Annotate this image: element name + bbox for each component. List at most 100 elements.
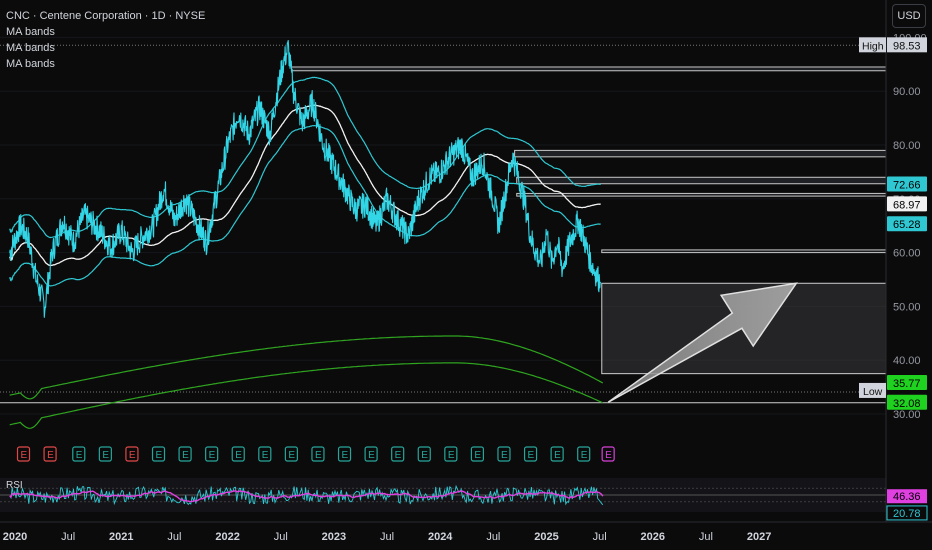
earnings-marker[interactable]: E (16, 446, 31, 462)
earnings-marker-box (523, 446, 538, 462)
earnings-marker[interactable]: E (205, 446, 219, 462)
y-tick-label: 40.00 (893, 355, 921, 367)
long-ma-band-lower-line (9, 362, 604, 429)
chart-title: CNC · Centene Corporation · 1D · NYSE (6, 10, 206, 22)
rsi-label: RSI (6, 480, 23, 491)
price-label-text: 68.97 (893, 199, 921, 211)
x-tick-label: Jul (274, 531, 288, 543)
earnings-marker[interactable]: E (258, 446, 272, 462)
earnings-marker-box (444, 446, 458, 462)
x-tick-label: 2024 (428, 531, 453, 543)
high-value-badge (887, 37, 927, 53)
earnings-marker-label: E (581, 450, 588, 461)
indicator-label-ma-bands-1[interactable]: MA bands (6, 26, 55, 38)
price-series-line[interactable] (9, 39, 602, 318)
earnings-marker[interactable]: E (417, 446, 431, 462)
earnings-marker-box (550, 446, 564, 462)
earnings-marker[interactable]: E (444, 446, 458, 462)
earnings-marker[interactable]: E (151, 446, 166, 462)
x-tick-label: Jul (167, 531, 181, 543)
rsi-value-badge (886, 505, 928, 521)
earnings-marker[interactable]: E (43, 446, 57, 462)
earnings-marker-label: E (76, 450, 83, 461)
earnings-marker-label: E (209, 450, 216, 461)
horizontal-level-box[interactable] (514, 149, 887, 158)
earnings-marker-label: E (501, 450, 508, 461)
horizontal-level-box[interactable] (516, 192, 887, 197)
earnings-marker-box (125, 446, 139, 462)
y-tick-label: 80.00 (893, 140, 921, 152)
earnings-marker[interactable]: E (523, 446, 538, 462)
ma-band-upper-line (9, 76, 601, 239)
x-tick-label: Jul (380, 531, 394, 543)
rsi-value-text: 20.78 (893, 508, 921, 520)
earnings-marker-label: E (368, 450, 375, 461)
earnings-marker-label: E (448, 450, 455, 461)
earnings-marker-label: E (288, 450, 295, 461)
rsi-ma-line[interactable] (9, 489, 604, 503)
high-tag (859, 37, 886, 53)
earnings-marker-label: E (21, 450, 28, 461)
y-tick-label: 50.00 (893, 301, 921, 313)
earnings-marker-label: E (262, 450, 269, 461)
earnings-marker[interactable]: E (391, 446, 405, 462)
earnings-marker-label: E (47, 450, 54, 461)
earnings-marker-label: E (605, 450, 612, 461)
currency-button[interactable]: USD (892, 4, 926, 28)
earnings-marker[interactable]: E (72, 446, 86, 462)
price-label-badge (887, 176, 927, 192)
earnings-marker[interactable]: E (601, 446, 615, 462)
horizontal-level-box[interactable] (290, 66, 887, 72)
price-label-badge (887, 196, 927, 212)
earnings-marker-label: E (129, 450, 136, 461)
earnings-marker-box (391, 446, 405, 462)
price-label-text: 35.77 (893, 378, 921, 390)
earnings-marker[interactable]: E (178, 446, 192, 462)
indicator-label-ma-bands-2[interactable]: MA bands (6, 42, 55, 54)
earnings-marker-box (178, 446, 192, 462)
earnings-marker-box (16, 446, 31, 462)
earnings-marker-label: E (156, 450, 163, 461)
x-tick-label: 2026 (641, 531, 665, 543)
earnings-marker-box (284, 446, 298, 462)
earnings-marker-box (258, 446, 272, 462)
low-tag-text: Low (863, 386, 883, 398)
low-tag (859, 382, 886, 398)
indicator-label-ma-bands-3[interactable]: MA bands (6, 58, 55, 70)
high-tag-text: High (862, 40, 884, 52)
earnings-marker-box (601, 446, 615, 462)
earnings-marker-label: E (235, 450, 242, 461)
earnings-marker-box (72, 446, 86, 462)
earnings-marker-box (497, 446, 511, 462)
earnings-marker-label: E (421, 450, 428, 461)
earnings-marker[interactable]: E (497, 446, 511, 462)
projection-arrow[interactable] (607, 282, 798, 403)
earnings-marker-box (205, 446, 219, 462)
earnings-marker[interactable]: E (550, 446, 564, 462)
earnings-marker-box (311, 446, 325, 462)
x-tick-label: Jul (486, 531, 500, 543)
horizontal-level-box[interactable] (601, 249, 887, 254)
price-label-text: 32.08 (893, 398, 921, 410)
price-label-badge (887, 394, 927, 410)
earnings-marker-box (337, 446, 352, 462)
earnings-marker-box (151, 446, 166, 462)
earnings-marker[interactable]: E (231, 446, 245, 462)
earnings-marker[interactable]: E (337, 446, 352, 462)
earnings-marker[interactable]: E (98, 446, 112, 462)
price-label-badge (887, 374, 927, 390)
earnings-marker-box (364, 446, 378, 462)
earnings-marker[interactable]: E (577, 446, 591, 462)
x-tick-label: 2023 (322, 531, 346, 543)
earnings-marker[interactable]: E (470, 446, 485, 462)
earnings-marker-label: E (554, 450, 561, 461)
earnings-marker[interactable]: E (125, 446, 139, 462)
earnings-marker[interactable]: E (284, 446, 298, 462)
y-tick-label: 30.00 (893, 409, 921, 421)
earnings-marker[interactable]: E (364, 446, 378, 462)
x-tick-label: Jul (593, 531, 607, 543)
earnings-marker-box (417, 446, 431, 462)
long-ma-band-upper-line (9, 335, 604, 400)
earnings-marker[interactable]: E (311, 446, 325, 462)
